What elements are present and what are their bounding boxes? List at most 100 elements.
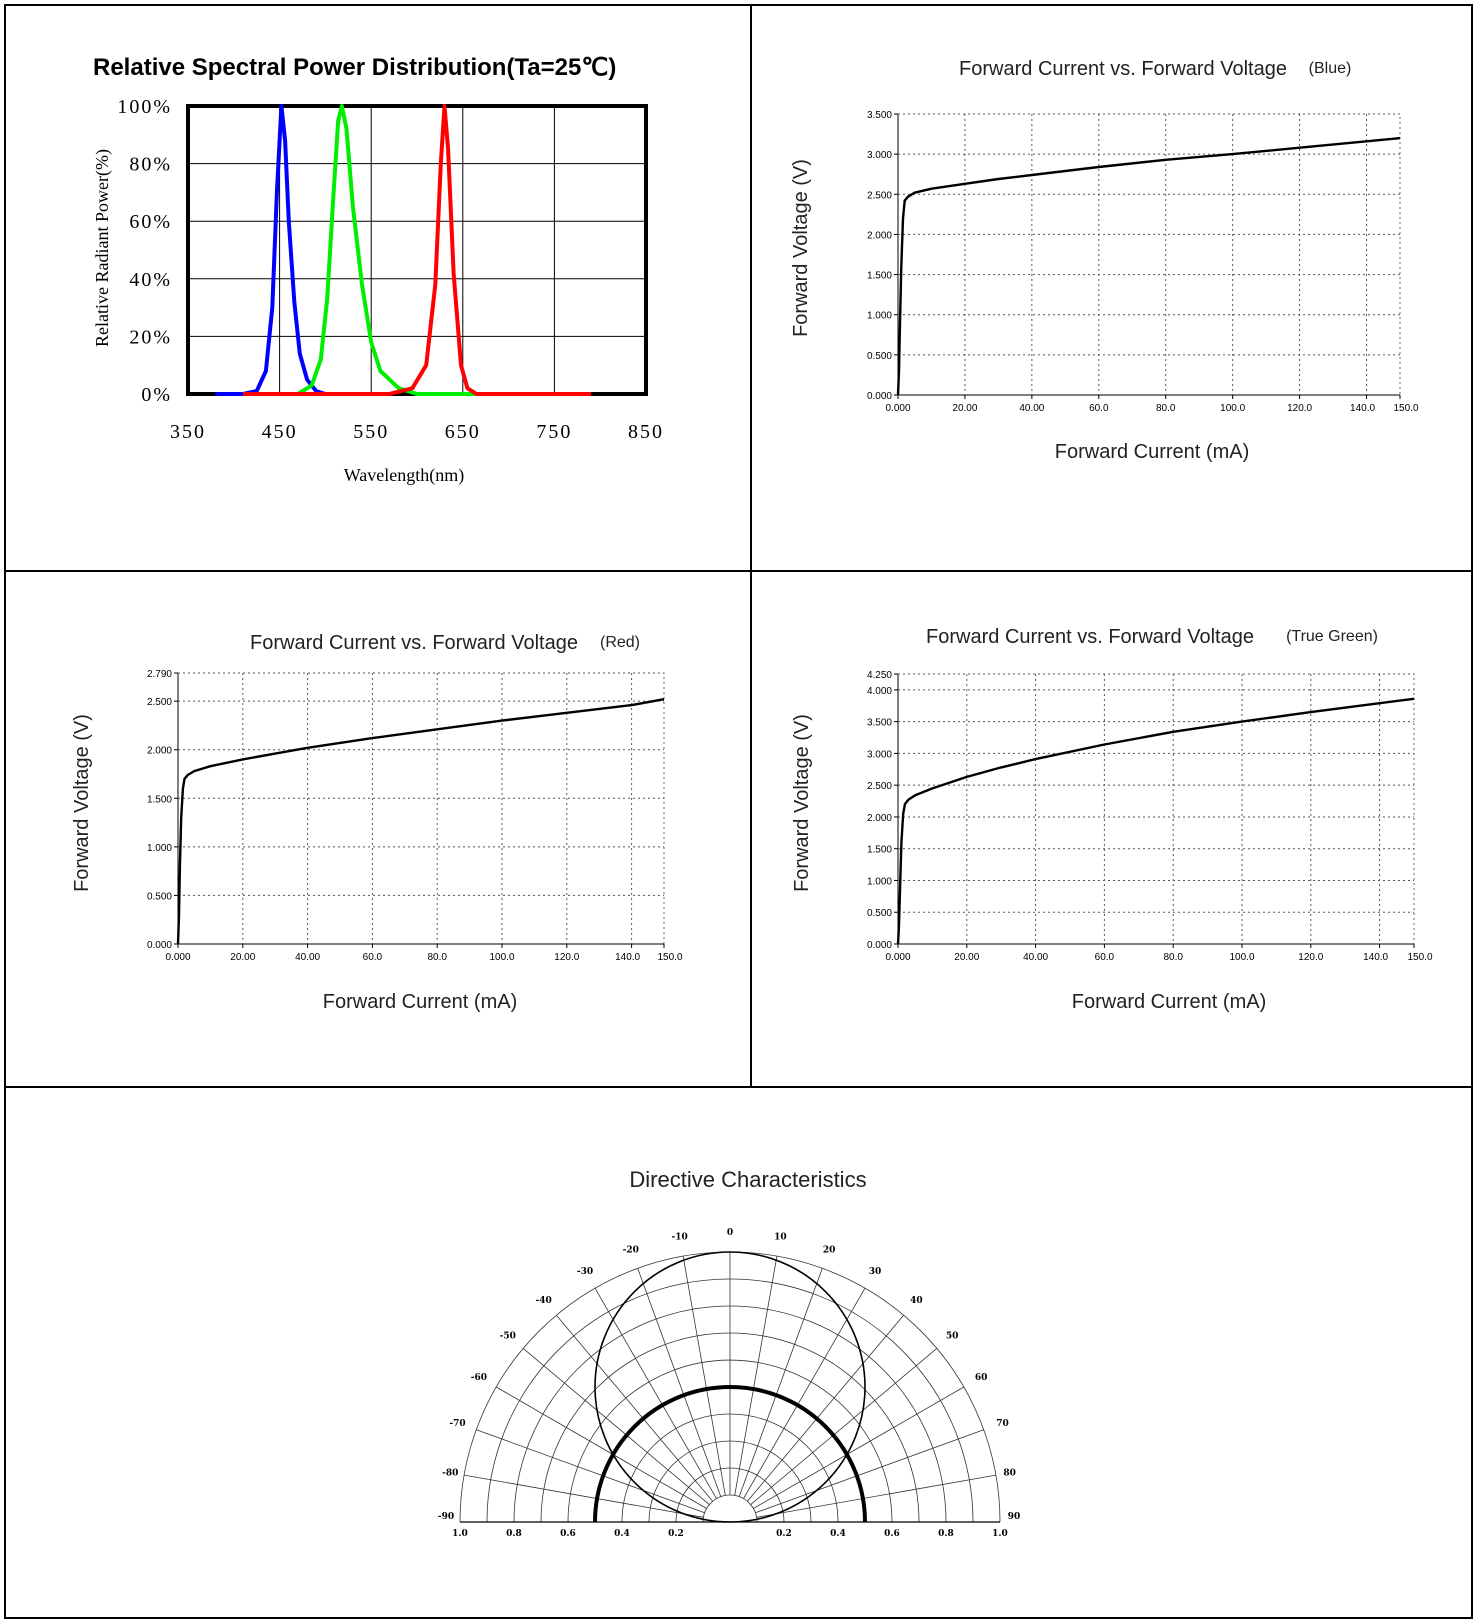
iv-green-y-tick-label: 1.000: [867, 876, 892, 887]
iv-red-x-tick-label: 80.0: [427, 952, 447, 963]
iv-green-series-line-0: [896, 697, 1415, 945]
spd-x-tick-label: 850: [628, 421, 664, 443]
spd-series: [215, 104, 591, 396]
iv-blue-title-tag: (Blue): [1309, 60, 1352, 77]
iv-green-y-tick-label: 4.250: [867, 670, 892, 681]
iv-red-y-tick-label: 1.500: [147, 794, 172, 805]
polar-grid-spoke: [594, 1287, 717, 1499]
iv-blue-y-tick-label: 1.500: [867, 271, 892, 282]
spd-ticks: 350 450 550 650 750 850 0% 20% 40% 60% 80% 100%: [117, 96, 664, 443]
polar-angle-label: 0: [727, 1228, 733, 1238]
polar-angle-label: 10: [774, 1232, 787, 1242]
iv-green-y-tick-label: 0.000: [867, 940, 892, 951]
polar-angle-label: 90: [1008, 1512, 1021, 1522]
polar-radius-label: 0.6: [884, 1529, 900, 1539]
iv-green-y-tick-label: 3.000: [867, 749, 892, 760]
iv-blue-x-tick-label: 40.00: [1019, 403, 1044, 414]
polar-angle-label: 80: [1003, 1469, 1016, 1479]
iv-green-title-tag: (True Green): [1286, 628, 1378, 645]
iv-red-x-axis-label: Forward Current (mA): [323, 991, 517, 1013]
iv-green-x-tick-label: 40.00: [1023, 952, 1048, 963]
polar-grid-spoke: [738, 1268, 823, 1497]
polar-radius-label: 0.4: [614, 1529, 630, 1539]
polar-radius-label: 0.4: [830, 1529, 846, 1539]
polar-radius-label: 0.2: [668, 1529, 684, 1539]
polar-angle-label: -90: [438, 1512, 454, 1522]
iv-red-title-tag: (Red): [600, 634, 640, 651]
iv-green-grid: [897, 673, 1415, 945]
iv-red-title: Forward Current vs. Forward Voltage: [250, 632, 578, 654]
iv-blue-ticks: 0.000 20.00 40.00 60.0 80.0 100.0 120.0 140.0 15…: [867, 110, 1419, 414]
polar-radius-label: 1.0: [992, 1529, 1008, 1539]
spd-y-tick-label: 80%: [129, 154, 172, 176]
iv-blue-x-tick-label: 140.0: [1350, 403, 1375, 414]
polar-grid-spoke: [743, 1287, 866, 1499]
iv-green-plot-frame: [897, 673, 1415, 945]
iv-green-series: [896, 697, 1415, 945]
polar-radius-label: 1.0: [452, 1529, 468, 1539]
polar-angle-label: -70: [449, 1419, 465, 1429]
iv-blue-y-axis-label: Forward Voltage (V): [790, 159, 812, 337]
iv-blue-plot-frame: [897, 113, 1401, 396]
iv-red-y-tick-label: 2.000: [147, 746, 172, 757]
iv-blue-x-axis-label: Forward Current (mA): [1055, 441, 1249, 463]
polar-series-circle: [594, 1251, 866, 1523]
iv-green-x-tick-label: 80.0: [1163, 952, 1183, 963]
sheet-outer-border: [4, 4, 1473, 1619]
polar-radius-label: 0.2: [776, 1529, 792, 1539]
polar-angle-label: -40: [535, 1296, 551, 1306]
polar-grid-spoke: [753, 1386, 965, 1509]
polar-angle-label: 70: [996, 1419, 1009, 1429]
spd-y-tick-label: 20%: [129, 326, 172, 348]
iv-green-y-tick-label: 1.500: [867, 845, 892, 856]
iv-red-x-tick-label: 40.00: [295, 952, 320, 963]
iv-red-x-tick-label: 0.000: [165, 952, 190, 963]
iv-red-ticks: 0.000 20.00 40.00 60.0 80.0 100.0 120.0 140.0 15…: [147, 669, 683, 963]
spd-y-tick-label: 60%: [129, 211, 172, 233]
iv-green-ticks: 0.000 20.00 40.00 60.0 80.0 100.0 120.0 140.0 15…: [867, 670, 1433, 963]
polar-grid-spoke: [495, 1386, 707, 1509]
iv-red-y-tick-label: 2.790: [147, 669, 172, 680]
iv-red-x-tick-label: 150.0: [657, 952, 682, 963]
polar-angle-label: 60: [975, 1373, 988, 1383]
spd-y-axis-label: Relative Radiant Power(%): [92, 149, 113, 347]
polar-series: [593, 1251, 867, 1523]
iv-blue-x-tick-label: 60.0: [1089, 403, 1109, 414]
spd-y-tick-label: 0%: [141, 384, 172, 406]
iv-red-y-tick-label: 0.000: [147, 940, 172, 951]
iv-blue-y-tick-label: 2.500: [867, 190, 892, 201]
polar-grid-spoke: [476, 1429, 705, 1514]
iv-blue-series: [896, 136, 1401, 396]
polar-angle-label: -10: [671, 1232, 687, 1242]
iv-red-y-tick-label: 0.500: [147, 891, 172, 902]
iv-blue-y-tick-label: 3.500: [867, 110, 892, 121]
polar-angle-label: -50: [500, 1332, 516, 1342]
iv-red-plot-frame: [177, 672, 665, 945]
iv-blue-x-tick-label: 80.0: [1156, 403, 1176, 414]
polar-grid-spoke: [750, 1348, 938, 1505]
polar-labels: -90 -80 -70 -60 -50 -40 -30 -20 -10 0 10 20 30 40 50 60…: [438, 1228, 1020, 1539]
polar-grid-spoke: [756, 1474, 996, 1518]
iv-blue-y-tick-label: 2.000: [867, 230, 892, 241]
iv-red-y-tick-label: 1.000: [147, 843, 172, 854]
iv-red-grid: [177, 672, 665, 945]
polar-title: Directive Characteristics: [629, 1167, 866, 1192]
iv-green-x-tick-label: 150.0: [1407, 952, 1432, 963]
iv-green-x-tick-label: 100.0: [1229, 952, 1254, 963]
spd-series-line-2: [243, 104, 591, 396]
iv-blue-y-tick-label: 3.000: [867, 150, 892, 161]
iv-blue-grid: [897, 113, 1401, 396]
iv-red-x-tick-label: 140.0: [615, 952, 640, 963]
iv-green-y-tick-label: 2.500: [867, 781, 892, 792]
iv-blue-y-tick-label: 0.500: [867, 351, 892, 362]
spd-x-tick-label: 750: [536, 421, 572, 443]
iv-blue-title: Forward Current vs. Forward Voltage: [959, 58, 1287, 80]
polar-grid-spoke: [755, 1429, 984, 1514]
polar-radius-label: 0.8: [938, 1529, 954, 1539]
iv-green-x-tick-label: 0.000: [885, 952, 910, 963]
iv-green-y-tick-label: 3.500: [867, 718, 892, 729]
iv-red-series: [176, 698, 665, 945]
iv-blue-x-tick-label: 0.000: [885, 403, 910, 414]
iv-green-x-tick-label: 120.0: [1298, 952, 1323, 963]
